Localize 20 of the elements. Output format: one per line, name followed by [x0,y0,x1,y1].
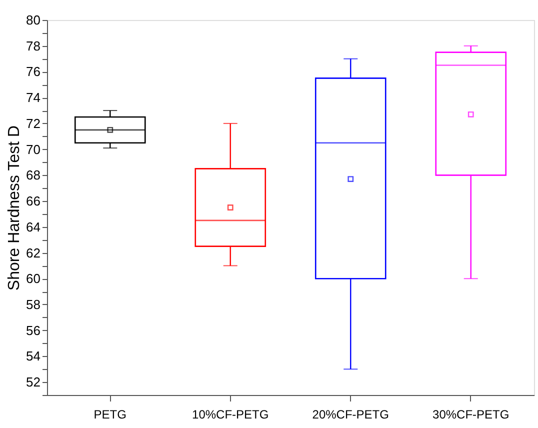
y-tick-label: 66 [26,194,40,209]
y-tick-label: 54 [26,348,40,364]
y-tick-label: 62 [26,245,40,260]
y-tick-label: 52 [26,374,40,390]
y-tick-label: 58 [26,296,40,312]
y-tick-label: 80 [26,12,40,28]
y-tick-label: 56 [26,322,40,338]
y-tick-label: 78 [26,38,40,54]
y-tick-label: 64 [26,219,40,234]
y-tick-label: 72 [26,116,40,131]
y-tick-label: 60 [26,271,40,286]
x-tick-label: 10%CF-PETG [192,408,269,422]
x-tick-label: 20%CF-PETG [312,408,389,422]
y-tick-label: 76 [26,64,40,80]
y-tick-label: 68 [26,168,40,183]
x-tick-label: 30%CF-PETG [432,408,510,422]
y-axis-title: Shore Hardness Test D [6,125,24,291]
x-tick-label: PETG [94,408,126,422]
y-tick-label: 70 [26,142,40,157]
y-tick-label: 74 [26,90,40,106]
